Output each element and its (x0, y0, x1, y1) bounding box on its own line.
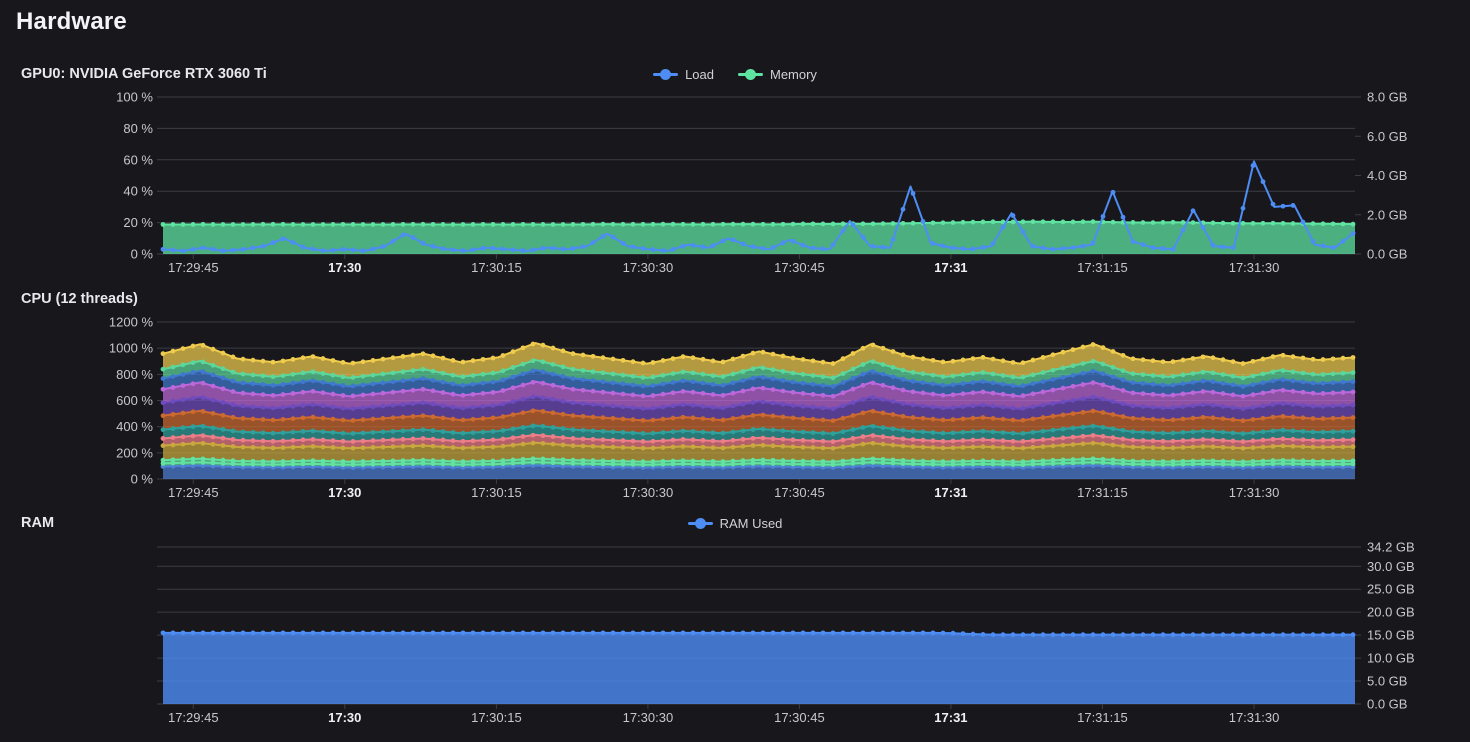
svg-text:20 %: 20 % (123, 215, 153, 230)
svg-text:200 %: 200 % (116, 445, 153, 460)
svg-text:17:29:45: 17:29:45 (168, 485, 219, 500)
svg-text:17:31:15: 17:31:15 (1077, 260, 1128, 275)
svg-text:17:30: 17:30 (328, 485, 361, 500)
svg-text:20.0 GB: 20.0 GB (1367, 605, 1415, 620)
ram-chart[interactable]: 0.0 GB 5.0 GB 10.0 GB 15.0 GB 20.0 GB 25.0 GB… (0, 538, 1470, 738)
cpu-chart[interactable]: 0 % 200 % 400 % 600 % 800 % 1000 % 1200 % 17:29… (0, 312, 1470, 510)
svg-text:17:30:15: 17:30:15 (471, 710, 522, 725)
svg-text:17:31:30: 17:31:30 (1229, 710, 1280, 725)
legend-item-memory[interactable]: Memory (737, 67, 817, 82)
svg-text:17:30:45: 17:30:45 (774, 260, 825, 275)
gpu-chart[interactable]: 0 % 20 % 40 % 60 % 80 % 100 % 0.0 GB 2.0 GB 4.0 … (0, 88, 1470, 286)
legend-item-load[interactable]: Load (653, 67, 714, 82)
svg-text:17:31:15: 17:31:15 (1077, 710, 1128, 725)
svg-text:17:31: 17:31 (934, 260, 967, 275)
svg-text:17:30: 17:30 (328, 710, 361, 725)
svg-text:60 %: 60 % (123, 152, 153, 167)
svg-text:2.0 GB: 2.0 GB (1367, 207, 1407, 222)
svg-text:17:30: 17:30 (328, 260, 361, 275)
svg-text:17:29:45: 17:29:45 (168, 260, 219, 275)
svg-text:25.0 GB: 25.0 GB (1367, 582, 1415, 597)
svg-text:17:30:45: 17:30:45 (774, 485, 825, 500)
svg-text:800 %: 800 % (116, 367, 153, 382)
memory-legend-label: Memory (769, 67, 817, 82)
svg-text:0 %: 0 % (131, 472, 154, 487)
load-legend-label: Load (685, 67, 714, 82)
svg-text:17:30:15: 17:30:15 (471, 260, 522, 275)
svg-text:1200 %: 1200 % (109, 315, 154, 330)
gpu-legend: Load Memory (0, 67, 1470, 82)
ram-legend: RAM Used (0, 516, 1470, 531)
svg-text:30.0 GB: 30.0 GB (1367, 559, 1415, 574)
svg-text:17:31:30: 17:31:30 (1229, 485, 1280, 500)
load-legend-icon (653, 69, 679, 80)
page-title: Hardware (16, 8, 127, 35)
svg-text:1000 %: 1000 % (109, 341, 154, 356)
gpu-section-title: GPU0: NVIDIA GeForce RTX 3060 Ti (21, 66, 267, 82)
svg-text:0 %: 0 % (131, 247, 154, 262)
svg-text:17:30:15: 17:30:15 (471, 485, 522, 500)
svg-text:17:31:30: 17:31:30 (1229, 260, 1280, 275)
svg-text:15.0 GB: 15.0 GB (1367, 628, 1415, 643)
svg-text:40 %: 40 % (123, 184, 153, 199)
svg-text:6.0 GB: 6.0 GB (1367, 129, 1407, 144)
legend-item-ram-used[interactable]: RAM Used (687, 516, 783, 531)
svg-text:5.0 GB: 5.0 GB (1367, 674, 1407, 689)
svg-text:34.2 GB: 34.2 GB (1367, 540, 1415, 555)
svg-text:400 %: 400 % (116, 419, 153, 434)
ram-used-legend-icon (687, 518, 713, 529)
svg-text:0.0 GB: 0.0 GB (1367, 697, 1407, 712)
svg-text:100 %: 100 % (116, 90, 153, 105)
svg-text:10.0 GB: 10.0 GB (1367, 651, 1415, 666)
ram-used-legend-label: RAM Used (719, 516, 783, 531)
svg-text:17:30:30: 17:30:30 (623, 260, 674, 275)
svg-text:4.0 GB: 4.0 GB (1367, 168, 1407, 183)
svg-text:600 %: 600 % (116, 393, 153, 408)
memory-legend-icon (737, 69, 763, 80)
svg-text:17:31: 17:31 (934, 485, 967, 500)
svg-text:17:31:15: 17:31:15 (1077, 485, 1128, 500)
svg-text:17:30:30: 17:30:30 (623, 710, 674, 725)
svg-text:0.0 GB: 0.0 GB (1367, 247, 1407, 262)
svg-text:17:30:30: 17:30:30 (623, 485, 674, 500)
svg-text:17:30:45: 17:30:45 (774, 710, 825, 725)
svg-text:8.0 GB: 8.0 GB (1367, 90, 1407, 105)
cpu-section-title: CPU (12 threads) (21, 291, 138, 307)
ram-section-title: RAM (21, 515, 55, 531)
svg-text:17:31: 17:31 (934, 710, 967, 725)
svg-text:80 %: 80 % (123, 121, 153, 136)
svg-text:17:29:45: 17:29:45 (168, 710, 219, 725)
